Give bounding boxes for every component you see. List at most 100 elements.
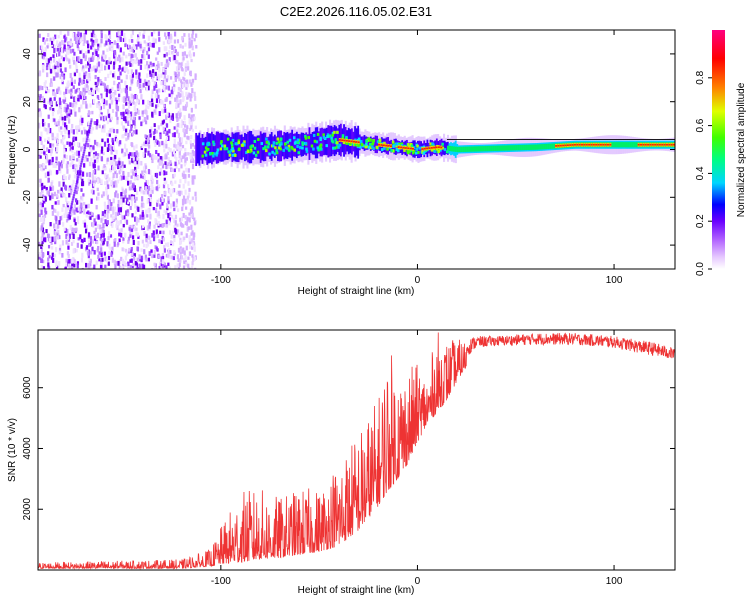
spectrogram-noise-cell xyxy=(166,206,169,211)
spectrogram-noise-cell xyxy=(156,179,159,185)
spectrogram-track-core xyxy=(462,146,465,152)
spectrogram-track-peak-core xyxy=(428,147,431,149)
spectrogram-noise-cell xyxy=(86,211,89,215)
spectrogram-noise-cell xyxy=(129,224,132,229)
spectrogram-noise-cell xyxy=(184,106,187,111)
spectrogram-noise-cell xyxy=(114,211,118,217)
spectrogram-track-speckle xyxy=(304,136,308,140)
spectrogram-noise-cell xyxy=(49,151,53,156)
spectrogram-noise-cell xyxy=(96,187,99,192)
spectrogram-noise-cell xyxy=(75,150,79,156)
spectrogram-noise-cell xyxy=(191,265,194,269)
spectrogram-track-body xyxy=(363,135,366,151)
spectrogram-noise-cell xyxy=(76,242,79,248)
spectrogram-noise-cell xyxy=(164,223,167,228)
spectrogram-noise-cell xyxy=(108,44,111,50)
spectrogram-noise-cell xyxy=(116,42,119,49)
spectrogram-noise-cell xyxy=(63,40,66,46)
spectrogram-noise-cell xyxy=(114,161,118,166)
spectrogram-noise-cell xyxy=(71,148,74,153)
spectrogram-track-core xyxy=(551,143,554,149)
spectrogram-noise-cell xyxy=(164,108,167,113)
spectrogram-noise-cell xyxy=(64,266,67,269)
spectrogram-track-core xyxy=(553,143,556,149)
spectrogram-track-body xyxy=(310,133,312,154)
spectrogram-track-peak-core xyxy=(642,143,645,146)
spectrogram-noise-cell xyxy=(72,56,76,61)
spectrogram-noise-cell xyxy=(113,259,116,265)
spectrogram-noise-cell xyxy=(54,162,57,168)
spectrogram-noise-cell xyxy=(177,110,181,116)
spectrogram-noise-cell xyxy=(137,175,140,180)
spectrogram-noise-cell xyxy=(178,93,181,98)
spectrogram-noise-cell xyxy=(175,102,178,108)
spectrogram-noise-cell xyxy=(100,116,103,121)
spectrogram-noise-cell xyxy=(53,118,56,122)
spectrogram-noise-cell xyxy=(47,265,50,269)
spectrogram-noise-cell xyxy=(130,169,133,174)
spectrogram-noise-streak-cell xyxy=(70,205,73,210)
spectrogram-noise-cell xyxy=(104,181,107,186)
spectrogram-noise-cell xyxy=(168,266,171,269)
spectrogram-track-speckle xyxy=(408,150,411,154)
spectrogram-noise-cell xyxy=(91,239,95,244)
spectrogram-noise-cell xyxy=(137,98,140,104)
spectrogram-noise-cell xyxy=(135,262,139,268)
spectrogram-noise-cell xyxy=(99,143,102,148)
spectrogram-noise-cell xyxy=(125,219,129,225)
spectrogram-track-speckle xyxy=(230,141,233,145)
spectrogram-noise-cell xyxy=(131,213,134,218)
spectrogram-noise-cell xyxy=(65,258,68,263)
spectrogram-noise-cell xyxy=(182,56,185,61)
spectrogram-noise-cell xyxy=(95,50,98,57)
spectrogram-noise-cell xyxy=(139,41,142,46)
spectrogram-noise-cell xyxy=(134,203,137,209)
spectrogram-track-peak-core xyxy=(609,143,612,146)
spectrogram-noise-cell xyxy=(76,142,80,147)
spectrogram-noise-cell xyxy=(41,49,44,54)
colorbar: 0.00.20.40.60.8 Normalized spectral ampl… xyxy=(695,30,747,276)
spectrogram-noise-cell xyxy=(192,235,195,241)
spectrogram-noise-cell xyxy=(46,45,49,49)
spectrogram-noise-cell xyxy=(77,125,80,130)
spectrogram-noise-cell xyxy=(56,211,59,217)
spectrogram-noise-cell xyxy=(46,147,49,152)
spectrogram-noise-cell xyxy=(162,126,165,131)
spectrogram-noise-cell xyxy=(106,194,110,200)
spectrogram-noise-cell xyxy=(177,168,181,172)
spectrogram-noise-cell xyxy=(169,76,173,80)
spectrogram-noise-cell xyxy=(185,167,188,173)
spectrogram-noise-cell xyxy=(137,217,140,223)
spectrogram-noise-cell xyxy=(81,91,84,96)
spectrogram-noise-cell xyxy=(75,36,79,42)
spectrogram-noise-cell xyxy=(67,253,70,259)
spectrogram-track-speckle xyxy=(360,139,363,143)
spectrogram-track-core xyxy=(519,144,522,151)
spectrogram-noise-cell xyxy=(38,149,41,155)
spectrogram-noise-cell xyxy=(91,52,95,58)
spectrogram-noise-cell xyxy=(161,223,164,228)
spectrogram-noise-cell xyxy=(89,260,92,267)
spectrogram-noise-cell xyxy=(39,166,43,171)
spectrogram-noise-cell xyxy=(153,128,157,134)
spectrogram-noise-cell xyxy=(170,39,173,44)
spectrogram-noise-cell xyxy=(51,143,55,148)
spectrogram-track-speckle xyxy=(287,144,291,148)
spectrogram-noise-cell xyxy=(189,244,192,250)
spectrogram-noise-cell xyxy=(153,109,156,113)
spectrogram-noise-cell xyxy=(167,242,170,248)
spectrogram-noise-cell xyxy=(48,159,51,164)
spectrogram-noise-cell xyxy=(55,215,58,222)
spectrogram-noise-cell xyxy=(58,220,61,225)
spectrogram-noise-cell xyxy=(173,84,176,88)
spectrogram-noise-cell xyxy=(187,135,190,140)
spectrogram-noise-cell xyxy=(123,96,126,101)
spectrogram-noise-cell xyxy=(169,117,172,123)
spectrogram-track-speckle xyxy=(254,153,258,157)
spectrogram-noise-cell xyxy=(78,82,81,86)
spectrogram-noise-cell xyxy=(165,180,168,184)
spectrogram-track-body xyxy=(195,133,198,166)
spectrogram-noise-cell xyxy=(176,254,180,260)
spectrogram-noise-cell xyxy=(67,50,70,55)
